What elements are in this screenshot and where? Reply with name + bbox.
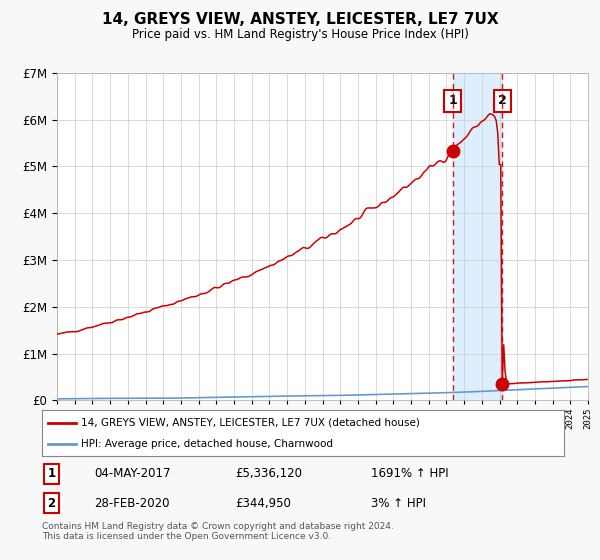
Text: 14, GREYS VIEW, ANSTEY, LEICESTER, LE7 7UX (detached house): 14, GREYS VIEW, ANSTEY, LEICESTER, LE7 7… [81, 418, 420, 428]
Text: 3% ↑ HPI: 3% ↑ HPI [371, 497, 426, 510]
Text: £344,950: £344,950 [235, 497, 291, 510]
Text: Contains HM Land Registry data © Crown copyright and database right 2024.
This d: Contains HM Land Registry data © Crown c… [42, 522, 394, 542]
Text: 14, GREYS VIEW, ANSTEY, LEICESTER, LE7 7UX: 14, GREYS VIEW, ANSTEY, LEICESTER, LE7 7… [101, 12, 499, 27]
Text: HPI: Average price, detached house, Charnwood: HPI: Average price, detached house, Char… [81, 439, 333, 449]
Text: 1: 1 [47, 467, 55, 480]
Text: Price paid vs. HM Land Registry's House Price Index (HPI): Price paid vs. HM Land Registry's House … [131, 28, 469, 41]
Text: 04-MAY-2017: 04-MAY-2017 [94, 467, 171, 480]
Text: 2: 2 [47, 497, 55, 510]
Text: £5,336,120: £5,336,120 [235, 467, 302, 480]
Bar [452, 73, 502, 400]
Text: 28-FEB-2020: 28-FEB-2020 [94, 497, 170, 510]
Text: 1691% ↑ HPI: 1691% ↑ HPI [371, 467, 448, 480]
Text: 2: 2 [498, 94, 507, 107]
Text: 1: 1 [448, 94, 457, 107]
